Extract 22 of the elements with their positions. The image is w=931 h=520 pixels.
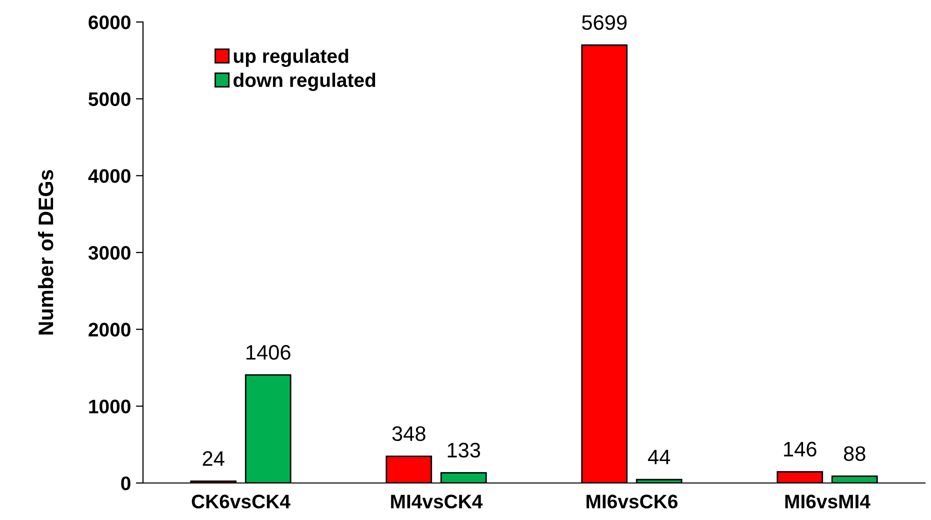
y-tick-label: 3000 xyxy=(88,246,130,260)
x-tick-label: MI6vsCK6 xyxy=(586,494,678,508)
data-label: 133 xyxy=(448,442,480,458)
data-label: 88 xyxy=(844,446,866,462)
data-label: 5699 xyxy=(582,15,627,30)
legend-label: up regulated xyxy=(234,48,348,67)
x-tick-label: MI6vsMI4 xyxy=(785,494,870,508)
y-tick-label: 1000 xyxy=(89,400,130,414)
y-tick-label: 2000 xyxy=(88,322,130,337)
data-label: 146 xyxy=(784,442,816,457)
data-label: 44 xyxy=(648,450,670,464)
data-label: 1406 xyxy=(246,344,290,360)
data-label: 348 xyxy=(392,426,426,442)
legend-label: down regulated xyxy=(234,72,376,91)
data-label: 24 xyxy=(202,451,224,466)
y-tick-label: 5000 xyxy=(88,92,130,106)
y-axis-title: Number of DEGs xyxy=(38,170,54,334)
y-tick-label: 0 xyxy=(121,476,130,490)
x-tick-label: MI4vsCK4 xyxy=(391,494,483,508)
x-tick-label: CK6vsCK4 xyxy=(192,494,290,508)
y-tick-label: 6000 xyxy=(88,15,130,30)
y-tick-label: 4000 xyxy=(88,169,130,183)
